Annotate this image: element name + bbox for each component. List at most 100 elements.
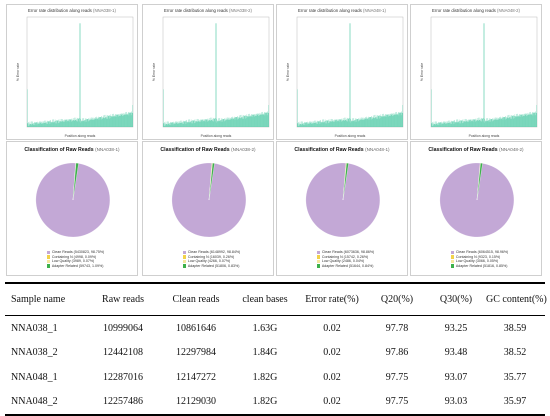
legend-label: Adapter Related (51644, 0.84%) <box>322 264 374 269</box>
header-q20: Q20(%) <box>367 283 427 316</box>
legend-swatch <box>451 251 454 254</box>
cell-q20: 97.75 <box>367 365 427 390</box>
qc-figure-grid: Error rate distribution along reads (NNA… <box>6 4 544 276</box>
cell-q20: 97.86 <box>367 341 427 366</box>
cell-q30: 93.03 <box>427 390 485 416</box>
qc-summary-table: Sample name Raw reads Clean reads clean … <box>5 282 545 416</box>
cell-sample-name: NNA048_1 <box>5 365 87 390</box>
legend-adapter-related: Adapter Related (51816, 0.85%) <box>451 264 508 269</box>
cell-q30: 93.48 <box>427 341 485 366</box>
legend-label: Adapter Related (51806, 0.83%) <box>188 264 240 269</box>
table-header-row: Sample name Raw reads Clean reads clean … <box>5 283 545 316</box>
cell-error-rate: 0.02 <box>297 390 367 416</box>
cell-error-rate: 0.02 <box>297 365 367 390</box>
header-gc-content: GC content(%) <box>485 283 545 316</box>
legend-swatch <box>183 260 186 263</box>
pie-slice-clean-reads <box>36 163 110 237</box>
cell-raw-reads: 12442108 <box>87 341 159 366</box>
legend-swatch <box>47 255 50 258</box>
raw-reads-pie <box>143 142 275 252</box>
raw-reads-pie <box>277 142 409 252</box>
x-axis-label: Position along reads <box>201 134 232 138</box>
legend-swatch <box>451 255 454 258</box>
header-error-rate: Error rate(%) <box>297 283 367 316</box>
legend-adapter-related: Adapter Related (59743, 1.09%) <box>47 264 104 269</box>
cell-q20: 97.75 <box>367 390 427 416</box>
error-rate-plot: % Error rate Position along reads <box>411 5 543 141</box>
pie-legend: Clean Reads (5430823, 98.75%)Containing … <box>47 250 104 268</box>
cell-gc-content: 35.97 <box>485 390 545 416</box>
error-rate-panel: Error rate distribution along reads (NNA… <box>410 4 542 140</box>
cell-clean-reads: 12147272 <box>159 365 233 390</box>
cell-gc-content: 38.59 <box>485 316 545 341</box>
y-axis-label: % Error rate <box>420 63 424 81</box>
cell-sample-name: NNA038_1 <box>5 316 87 341</box>
raw-reads-pie-panel: Classification of Raw Reads (NNA038-2)Cl… <box>142 141 274 276</box>
legend-swatch <box>183 251 186 254</box>
error-rate-plot: % Error rate Position along reads <box>277 5 409 141</box>
raw-reads-pie <box>411 142 543 252</box>
legend-swatch <box>47 251 50 254</box>
cell-gc-content: 35.77 <box>485 365 545 390</box>
legend-swatch <box>317 255 320 258</box>
legend-swatch <box>47 264 50 267</box>
cell-sample-name: NNA048_2 <box>5 390 87 416</box>
header-sample-name: Sample name <box>5 283 87 316</box>
error-rate-panel: Error rate distribution along reads (NNA… <box>142 4 274 140</box>
cell-raw-reads: 10999064 <box>87 316 159 341</box>
cell-clean-reads: 10861646 <box>159 316 233 341</box>
y-axis-label: % Error rate <box>16 63 20 81</box>
header-q30: Q30(%) <box>427 283 485 316</box>
header-clean-reads: Clean reads <box>159 283 233 316</box>
legend-adapter-related: Adapter Related (51644, 0.84%) <box>317 264 374 269</box>
y-axis-label: % Error rate <box>286 63 290 81</box>
legend-swatch <box>451 264 454 267</box>
cell-gc-content: 38.52 <box>485 341 545 366</box>
legend-swatch <box>183 264 186 267</box>
pie-legend: Clean Reads (6073636, 98.86%)Containing … <box>317 250 374 268</box>
cell-clean-bases: 1.63G <box>233 316 297 341</box>
y-axis-label: % Error rate <box>152 63 156 81</box>
legend-swatch <box>317 251 320 254</box>
cell-q20: 97.78 <box>367 316 427 341</box>
header-clean-bases: clean bases <box>233 283 297 316</box>
raw-reads-pie <box>7 142 139 252</box>
legend-swatch <box>183 255 186 258</box>
x-axis-label: Position along reads <box>469 134 500 138</box>
raw-reads-pie-panel: Classification of Raw Reads (NNA048-2)Cl… <box>410 141 542 276</box>
cell-raw-reads: 12287016 <box>87 365 159 390</box>
header-raw-reads: Raw reads <box>87 283 159 316</box>
x-axis-label: Position along reads <box>65 134 96 138</box>
cell-error-rate: 0.02 <box>297 316 367 341</box>
cell-raw-reads: 12257486 <box>87 390 159 416</box>
legend-label: Adapter Related (59743, 1.09%) <box>52 264 104 269</box>
error-rate-plot: % Error rate Position along reads <box>143 5 275 141</box>
cell-q30: 93.07 <box>427 365 485 390</box>
cell-clean-reads: 12297984 <box>159 341 233 366</box>
error-rate-panel: Error rate distribution along reads (NNA… <box>6 4 138 140</box>
cell-sample-name: NNA038_2 <box>5 341 87 366</box>
pie-legend: Clean Reads (6064515, 98.96%)Containing … <box>451 250 508 268</box>
legend-swatch <box>47 260 50 263</box>
cell-clean-reads: 12129030 <box>159 390 233 416</box>
cell-clean-bases: 1.82G <box>233 365 297 390</box>
legend-label: Adapter Related (51816, 0.85%) <box>456 264 508 269</box>
pie-slice-clean-reads <box>306 163 380 237</box>
error-rate-plot: % Error rate Position along reads <box>7 5 139 141</box>
raw-reads-pie-panel: Classification of Raw Reads (NNA048-1)Cl… <box>276 141 408 276</box>
legend-swatch <box>451 260 454 263</box>
raw-reads-pie-panel: Classification of Raw Reads (NNA038-1)Cl… <box>6 141 138 276</box>
x-axis-label: Position along reads <box>335 134 366 138</box>
cell-error-rate: 0.02 <box>297 341 367 366</box>
cell-clean-bases: 1.82G <box>233 390 297 416</box>
legend-swatch <box>317 260 320 263</box>
pie-legend: Clean Reads (6148992, 98.84%)Containing … <box>183 250 240 268</box>
cell-clean-bases: 1.84G <box>233 341 297 366</box>
error-rate-panel: Error rate distribution along reads (NNA… <box>276 4 408 140</box>
cell-q30: 93.25 <box>427 316 485 341</box>
legend-swatch <box>317 264 320 267</box>
